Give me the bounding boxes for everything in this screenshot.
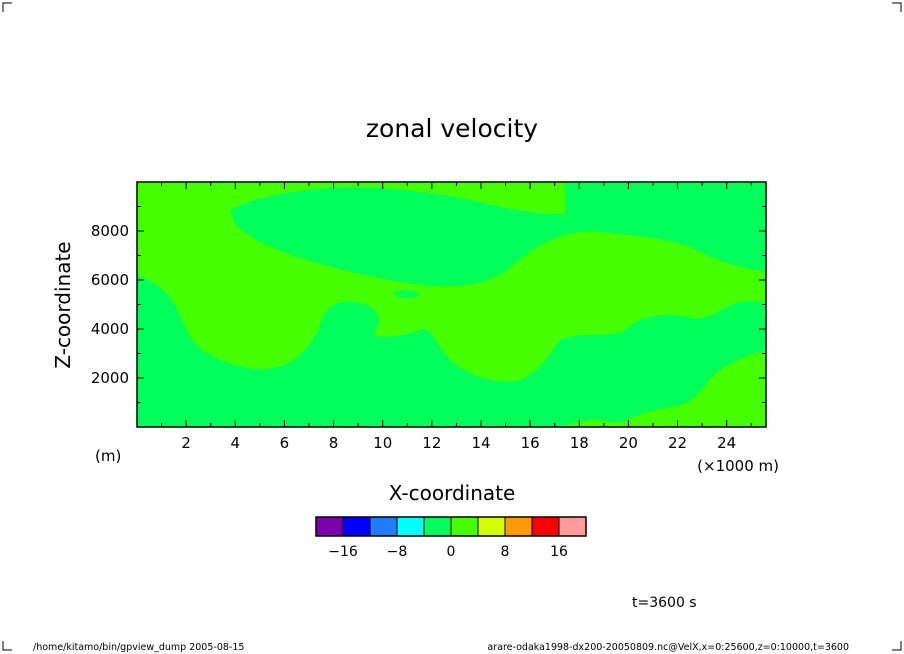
y-axis: 2000 4000 6000 8000 — [91, 206, 766, 403]
y-tick-label: 2000 — [91, 369, 129, 387]
y-tick-label: 8000 — [91, 222, 129, 240]
contour-region-2 — [393, 290, 420, 299]
colorbar-swatch — [423, 516, 452, 537]
colorbar-tick-label: 8 — [501, 544, 510, 560]
footer-right: arare-odaka1998-dx200-20050809.nc@VelX,x… — [487, 642, 849, 653]
colorbar-swatch — [450, 516, 479, 537]
colorbar-swatch — [477, 516, 506, 537]
contour-region-0 — [137, 275, 766, 427]
colorbar-tick-label: −16 — [328, 544, 358, 560]
colorbar-swatch — [531, 516, 560, 537]
colorbar-swatch — [558, 516, 587, 537]
y-axis-label: Z-coordinate — [51, 241, 75, 368]
contour-region-1 — [230, 182, 766, 287]
x-tick-label: 2 — [181, 434, 191, 452]
contour-field — [137, 182, 766, 427]
colorbar-tick-label: 0 — [447, 544, 456, 560]
colorbar-swatch — [369, 516, 398, 537]
chart-title: zonal velocity — [366, 114, 538, 143]
x-tick-label: 22 — [668, 434, 687, 452]
x-axis-label: X-coordinate — [389, 481, 516, 505]
footer-left: /home/kitamo/bin/gpview_dump 2005-08-15 — [33, 642, 244, 653]
x-tick-label: 16 — [521, 434, 540, 452]
x-tick-label: 24 — [717, 434, 736, 452]
x-tick-label: 6 — [280, 434, 290, 452]
colorbar-swatch — [396, 516, 425, 537]
contour-region-6 — [335, 417, 372, 427]
time-label: t=3600 s — [632, 595, 697, 611]
colorbar: −16 −8 0 8 16 — [315, 516, 587, 560]
x-tick-label: 18 — [570, 434, 589, 452]
y-axis-unit: (m) — [95, 447, 121, 465]
x-axis: 2 4 6 8 10 12 14 16 18 20 22 24 — [161, 182, 752, 452]
colorbar-tick-label: 16 — [550, 544, 568, 560]
x-tick-label: 8 — [329, 434, 339, 452]
contour-region-5 — [276, 413, 318, 427]
colorbar-swatch — [342, 516, 371, 537]
x-tick-label: 4 — [231, 434, 241, 452]
x-tick-label: 10 — [373, 434, 392, 452]
x-axis-unit: (×1000 m) — [697, 457, 779, 475]
y-tick-label: 4000 — [91, 320, 129, 338]
colorbar-swatch — [315, 516, 344, 537]
y-tick-label: 6000 — [91, 271, 129, 289]
contour-region-3 — [140, 399, 197, 427]
colorbar-swatch — [504, 516, 533, 537]
x-tick-label: 14 — [471, 434, 490, 452]
x-tick-label: 20 — [619, 434, 638, 452]
x-tick-label: 12 — [422, 434, 441, 452]
colorbar-tick-label: −8 — [387, 544, 408, 560]
